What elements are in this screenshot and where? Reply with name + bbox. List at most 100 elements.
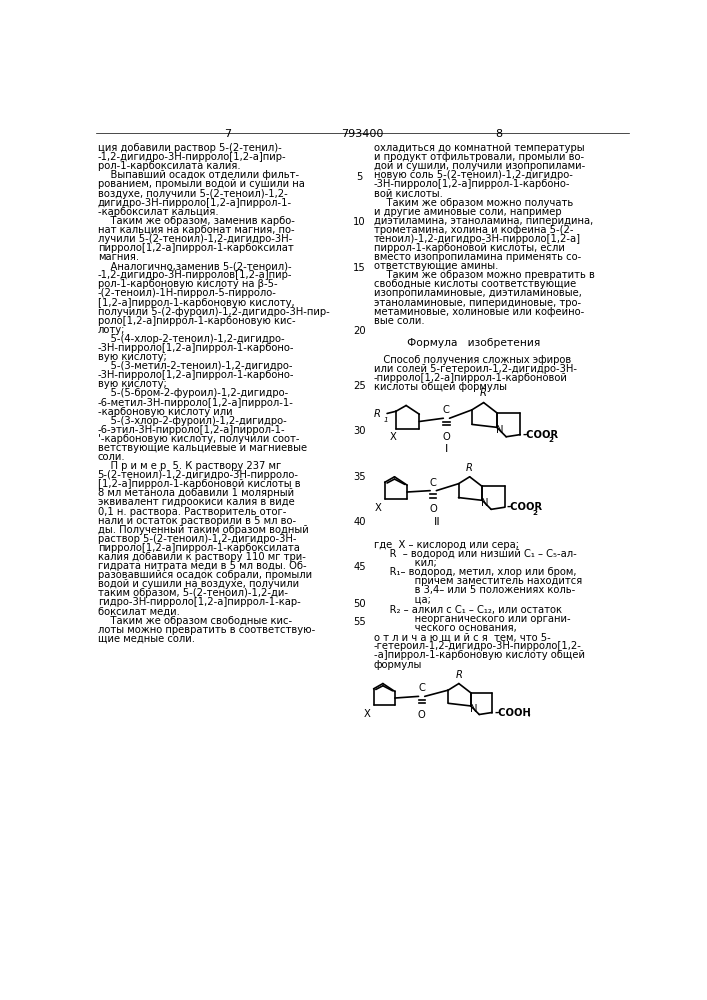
Text: 5-(3-хлор-2-фуроил)-1,2-дигидро-: 5-(3-хлор-2-фуроил)-1,2-дигидро- <box>98 416 286 426</box>
Text: новую соль 5-(2-теноил)-1,2-дигидро-: новую соль 5-(2-теноил)-1,2-дигидро- <box>373 170 573 180</box>
Text: -COOR: -COOR <box>507 502 543 512</box>
Text: 793400: 793400 <box>341 129 383 139</box>
Text: вую кислоту;: вую кислоту; <box>98 379 166 389</box>
Text: -COOH: -COOH <box>494 708 531 718</box>
Text: -3Н-пирроло[1,2-а]пиррол-1-карбоно-: -3Н-пирроло[1,2-а]пиррол-1-карбоно- <box>98 343 294 353</box>
Text: O: O <box>418 710 426 720</box>
Text: R₁– водород, метил, хлор или бром,: R₁– водород, метил, хлор или бром, <box>373 567 576 577</box>
Text: Таким же образом, заменив карбо-: Таким же образом, заменив карбо- <box>98 216 295 226</box>
Text: вую кислоту;: вую кислоту; <box>98 352 166 362</box>
Text: 25: 25 <box>354 381 366 391</box>
Text: 5-(3-метил-2-теноил)-1,2-дигидро-: 5-(3-метил-2-теноил)-1,2-дигидро- <box>98 361 292 371</box>
Text: X: X <box>364 709 371 719</box>
Text: и другие аминовые соли, например: и другие аминовые соли, например <box>373 207 561 217</box>
Text: Формула   изобретения: Формула изобретения <box>397 338 540 348</box>
Text: O: O <box>429 504 437 514</box>
Text: Таким же образом можно получать: Таким же образом можно получать <box>373 198 573 208</box>
Text: лоты можно превратить в соответствую-: лоты можно превратить в соответствую- <box>98 625 315 635</box>
Text: -6-метил-3Н-пирроло[1,2-а]пиррол-1-: -6-метил-3Н-пирроло[1,2-а]пиррол-1- <box>98 398 293 408</box>
Text: 1: 1 <box>383 417 388 423</box>
Text: метаминовые, холиновые или кофеино-: метаминовые, холиновые или кофеино- <box>373 307 584 317</box>
Text: кил;: кил; <box>373 558 436 568</box>
Text: таким образом, 5-(2-теноил)-1,2-ди-: таким образом, 5-(2-теноил)-1,2-ди- <box>98 588 288 598</box>
Text: N: N <box>481 498 489 508</box>
Text: рол-1-карбоновую кислоту на β-5-: рол-1-карбоновую кислоту на β-5- <box>98 279 277 289</box>
Text: разовавшийся осадок собрали, промыли: разовавшийся осадок собрали, промыли <box>98 570 312 580</box>
Text: 20: 20 <box>354 326 366 336</box>
Text: -1,2-дигидро-3Н-пирроло[1,2-а]пир-: -1,2-дигидро-3Н-пирроло[1,2-а]пир- <box>98 152 286 162</box>
Text: магния.: магния. <box>98 252 139 262</box>
Text: -COOR: -COOR <box>522 430 559 440</box>
Text: R: R <box>455 670 462 680</box>
Text: рованием, промыли водой и сушили на: рованием, промыли водой и сушили на <box>98 179 305 189</box>
Text: R  – водород или низший C₁ – C₅-ал-: R – водород или низший C₁ – C₅-ал- <box>373 549 576 559</box>
Text: о т л и ч а ю щ и й с я  тем, что 5-: о т л и ч а ю щ и й с я тем, что 5- <box>373 632 550 642</box>
Text: ческого основания,: ческого основания, <box>373 623 516 633</box>
Text: роло[1,2-а]пиррол-1-карбоновую кис-: роло[1,2-а]пиррол-1-карбоновую кис- <box>98 316 296 326</box>
Text: в 3,4– или 5 положениях коль-: в 3,4– или 5 положениях коль- <box>373 585 575 595</box>
Text: Таким же образом свободные кис-: Таким же образом свободные кис- <box>98 616 292 626</box>
Text: N: N <box>469 704 477 714</box>
Text: где  X – кислород или сера;: где X – кислород или сера; <box>373 540 518 550</box>
Text: 5: 5 <box>356 172 363 182</box>
Text: '-карбоновую кислоту, получили соот-: '-карбоновую кислоту, получили соот- <box>98 434 299 444</box>
Text: боксилат меди.: боксилат меди. <box>98 606 180 616</box>
Text: 2: 2 <box>532 510 537 516</box>
Text: II: II <box>434 517 440 527</box>
Text: нали и остаток растворили в 5 мл во-: нали и остаток растворили в 5 мл во- <box>98 516 296 526</box>
Text: ды. Полученный таким образом водный: ды. Полученный таким образом водный <box>98 525 308 535</box>
Text: 8: 8 <box>496 129 503 139</box>
Text: -карбоксилат кальция.: -карбоксилат кальция. <box>98 207 218 217</box>
Text: 30: 30 <box>354 426 366 436</box>
Text: вместо изопропиламина применять со-: вместо изопропиламина применять со- <box>373 252 581 262</box>
Text: лучили 5-(2-теноил)-1,2-дигидро-3Н-: лучили 5-(2-теноил)-1,2-дигидро-3Н- <box>98 234 292 244</box>
Text: R: R <box>374 409 381 419</box>
Text: 15: 15 <box>354 263 366 273</box>
Text: ция добавили раствор 5-(2-тенил)-: ция добавили раствор 5-(2-тенил)- <box>98 143 281 153</box>
Text: 5-(5-бром-2-фуроил)-1,2-дигидро-: 5-(5-бром-2-фуроил)-1,2-дигидро- <box>98 388 288 398</box>
Text: R: R <box>466 463 473 473</box>
Text: 8 мл метанола добавили 1 молярный: 8 мл метанола добавили 1 молярный <box>98 488 294 498</box>
Text: или солей 5-гетероил-1,2-дигидро-3Н-: или солей 5-гетероил-1,2-дигидро-3Н- <box>373 364 577 374</box>
Text: диэтиламина, этаноламина, пиперидина,: диэтиламина, этаноламина, пиперидина, <box>373 216 593 226</box>
Text: C: C <box>418 683 425 693</box>
Text: ,: , <box>527 708 530 718</box>
Text: C: C <box>443 405 450 415</box>
Text: Выпавший осадок отделили фильт-: Выпавший осадок отделили фильт- <box>98 170 299 180</box>
Text: 0,1 н. раствора. Растворитель отог-: 0,1 н. раствора. Растворитель отог- <box>98 507 286 517</box>
Text: Способ получения сложных эфиров: Способ получения сложных эфиров <box>373 355 571 365</box>
Text: пирроло[1,2-а]пиррол-1-карбоксилата: пирроло[1,2-а]пиррол-1-карбоксилата <box>98 543 300 553</box>
Text: -а]пиррол-1-карбоновую кислоту общей: -а]пиррол-1-карбоновую кислоту общей <box>373 650 585 660</box>
Text: 5-(4-хлор-2-теноил)-1,2-дигидро-: 5-(4-хлор-2-теноил)-1,2-дигидро- <box>98 334 284 344</box>
Text: получили 5-(2-фуроил)-1,2-дигидро-3Н-пир-: получили 5-(2-фуроил)-1,2-дигидро-3Н-пир… <box>98 307 329 317</box>
Text: 50: 50 <box>354 599 366 609</box>
Text: R₂ – алкил с C₁ – C₁₂, или остаток: R₂ – алкил с C₁ – C₁₂, или остаток <box>373 605 561 615</box>
Text: ответствующие амины.: ответствующие амины. <box>373 261 498 271</box>
Text: и продукт отфильтровали, промыли во-: и продукт отфильтровали, промыли во- <box>373 152 584 162</box>
Text: свободные кислоты соответствующие: свободные кислоты соответствующие <box>373 279 575 289</box>
Text: соли.: соли. <box>98 452 125 462</box>
Text: формулы: формулы <box>373 660 422 670</box>
Text: 40: 40 <box>354 517 366 527</box>
Text: дой и сушили, получили изопропилами-: дой и сушили, получили изопропилами- <box>373 161 585 171</box>
Text: П р и м е р  5. К раствору 237 мг: П р и м е р 5. К раствору 237 мг <box>98 461 281 471</box>
Text: лоту;: лоту; <box>98 325 125 335</box>
Text: -карбоновую кислоту или: -карбоновую кислоту или <box>98 407 233 417</box>
Text: 5-(2-теноил)-1,2-дигидро-3Н-пирроло-: 5-(2-теноил)-1,2-дигидро-3Н-пирроло- <box>98 470 298 480</box>
Text: -3Н-пирроло[1,2-а]пиррол-1-карбоно-: -3Н-пирроло[1,2-а]пиррол-1-карбоно- <box>373 179 570 189</box>
Text: R: R <box>480 388 487 398</box>
Text: X: X <box>375 503 382 513</box>
Text: C: C <box>430 478 437 488</box>
Text: 45: 45 <box>354 562 366 572</box>
Text: 2: 2 <box>548 437 553 443</box>
Text: гидро-3Н-пирроло[1,2-а]пиррол-1-кар-: гидро-3Н-пирроло[1,2-а]пиррол-1-кар- <box>98 597 300 607</box>
Text: гидрата нитрата меди в 5 мл воды. Об-: гидрата нитрата меди в 5 мл воды. Об- <box>98 561 306 571</box>
Text: -6-этил-3Н-пирроло[1,2-а]пиррол-1-: -6-этил-3Н-пирроло[1,2-а]пиррол-1- <box>98 425 286 435</box>
Text: Аналогично,заменив 5-(2-теноил)-: Аналогично,заменив 5-(2-теноил)- <box>98 261 291 271</box>
Text: раствор 5-(2-теноил)-1,2-дигидро-3Н-: раствор 5-(2-теноил)-1,2-дигидро-3Н- <box>98 534 296 544</box>
Text: изопропиламиновые, диэтиламиновые,: изопропиламиновые, диэтиламиновые, <box>373 288 581 298</box>
Text: охладиться до комнатной температуры: охладиться до комнатной температуры <box>373 143 584 153</box>
Text: ветствующие кальциевые и магниевые: ветствующие кальциевые и магниевые <box>98 443 307 453</box>
Text: эквивалент гидроокиси калия в виде: эквивалент гидроокиси калия в виде <box>98 497 294 507</box>
Text: рол-1-карбоксилата калия.: рол-1-карбоксилата калия. <box>98 161 240 171</box>
